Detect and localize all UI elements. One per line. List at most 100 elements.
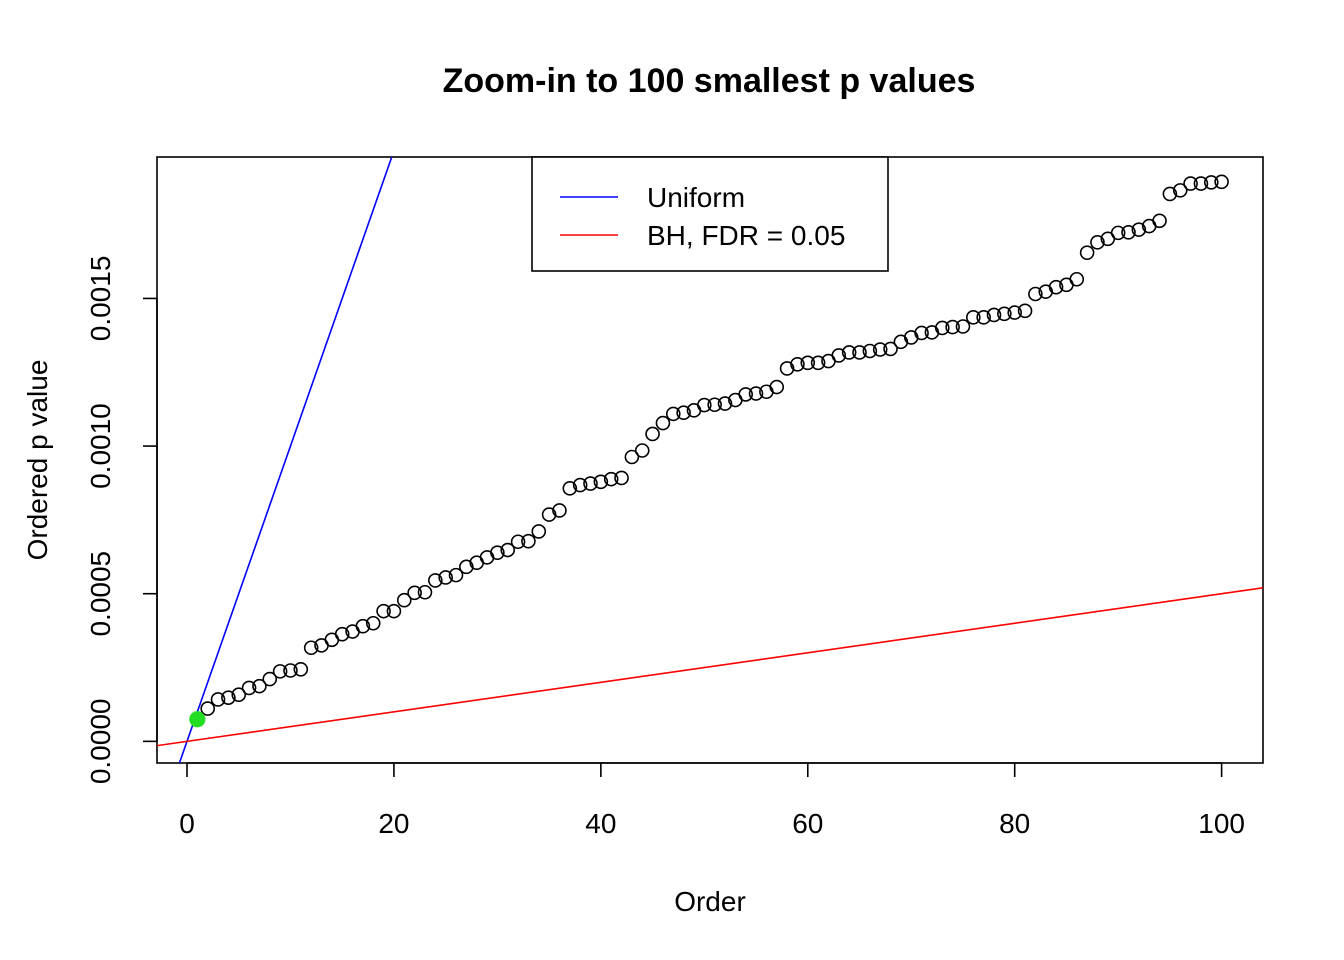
data-point	[655, 415, 671, 431]
data-point	[1007, 305, 1022, 320]
data-point	[697, 397, 712, 413]
points	[189, 174, 1229, 728]
data-point	[738, 387, 753, 402]
data-point	[841, 345, 857, 360]
data-point	[1193, 176, 1209, 191]
data-point	[997, 306, 1012, 322]
data-point	[1017, 303, 1033, 319]
data-point	[800, 355, 816, 371]
data-point	[1048, 279, 1064, 295]
data-point	[376, 603, 391, 619]
highlighted-point	[189, 711, 206, 728]
data-point	[603, 471, 619, 487]
data-point	[810, 355, 826, 371]
x-axis: 0 20 40 60 80 100	[179, 762, 1245, 839]
data-point	[283, 663, 298, 678]
data-point	[1203, 175, 1219, 190]
data-point	[645, 426, 660, 442]
data-point	[272, 664, 288, 679]
data-point	[448, 567, 464, 583]
data-point	[914, 325, 929, 341]
legend-bh-label: BH, FDR = 0.05	[647, 220, 845, 251]
x-tick-label: 100	[1198, 808, 1245, 839]
data-point	[562, 481, 578, 496]
data-point	[541, 507, 557, 522]
data-point	[241, 680, 257, 696]
data-point	[221, 690, 236, 705]
x-tick-label: 60	[792, 808, 823, 839]
data-point	[438, 570, 453, 585]
data-point	[1131, 222, 1147, 237]
data-point	[200, 701, 215, 716]
y-tick-label: 0.0015	[85, 256, 116, 342]
data-point	[572, 477, 588, 493]
data-point	[417, 584, 433, 600]
data-point	[1069, 271, 1085, 287]
data-point	[1090, 235, 1105, 250]
data-point	[490, 545, 505, 560]
data-point	[852, 345, 867, 360]
data-point	[634, 443, 650, 458]
x-tick-label: 80	[999, 808, 1030, 839]
x-tick-label: 40	[585, 808, 616, 839]
data-point	[407, 585, 422, 601]
x-axis-label: Order	[674, 886, 746, 917]
data-point	[986, 307, 1002, 323]
data-point	[521, 533, 536, 549]
data-point	[955, 319, 971, 334]
data-point	[966, 310, 981, 325]
data-point	[231, 687, 247, 703]
x-tick-label: 20	[378, 808, 409, 839]
data-point	[665, 406, 681, 422]
chart-title: Zoom-in to 100 smallest p values	[443, 62, 976, 100]
data-point	[614, 470, 629, 486]
data-point	[334, 626, 350, 642]
data-point	[624, 449, 640, 465]
bh-fdr-line	[157, 587, 1263, 747]
data-point	[1110, 225, 1126, 241]
data-point	[459, 559, 474, 575]
data-point	[252, 678, 267, 694]
data-point	[1079, 245, 1095, 260]
data-point	[676, 405, 691, 421]
data-point	[500, 542, 516, 558]
data-point	[1214, 174, 1229, 190]
data-point	[862, 343, 878, 359]
uniform-line	[178, 157, 393, 763]
data-point	[531, 524, 547, 539]
data-point	[386, 603, 402, 619]
data-point	[1152, 213, 1167, 229]
legend-box	[531, 156, 889, 272]
y-tick-label: 0.0000	[85, 699, 116, 785]
data-point	[831, 348, 847, 363]
data-point	[883, 341, 898, 357]
data-point	[1162, 186, 1178, 202]
data-point	[934, 320, 950, 336]
data-point	[790, 356, 805, 372]
y-tick-label: 0.0010	[85, 403, 116, 489]
data-point	[583, 476, 598, 491]
y-tick-label: 0.0005	[85, 551, 116, 637]
data-point	[976, 310, 991, 325]
data-point	[1172, 183, 1188, 198]
data-point	[396, 592, 412, 608]
data-point	[872, 342, 888, 357]
data-point	[293, 662, 309, 677]
data-point	[428, 573, 443, 588]
data-point	[210, 692, 226, 707]
data-point	[1028, 286, 1043, 302]
data-point	[262, 671, 278, 687]
x-tick-label: 0	[179, 808, 195, 839]
legend-uniform-label: Uniform	[647, 182, 745, 213]
data-point	[717, 396, 733, 411]
data-point	[593, 474, 609, 490]
data-point	[779, 361, 795, 376]
data-point	[945, 319, 960, 335]
data-point	[748, 386, 764, 401]
data-point	[303, 640, 319, 656]
legend: Uniform BH, FDR = 0.05	[531, 156, 889, 272]
data-point	[552, 503, 567, 518]
data-point	[1121, 224, 1136, 240]
data-point	[355, 618, 371, 634]
